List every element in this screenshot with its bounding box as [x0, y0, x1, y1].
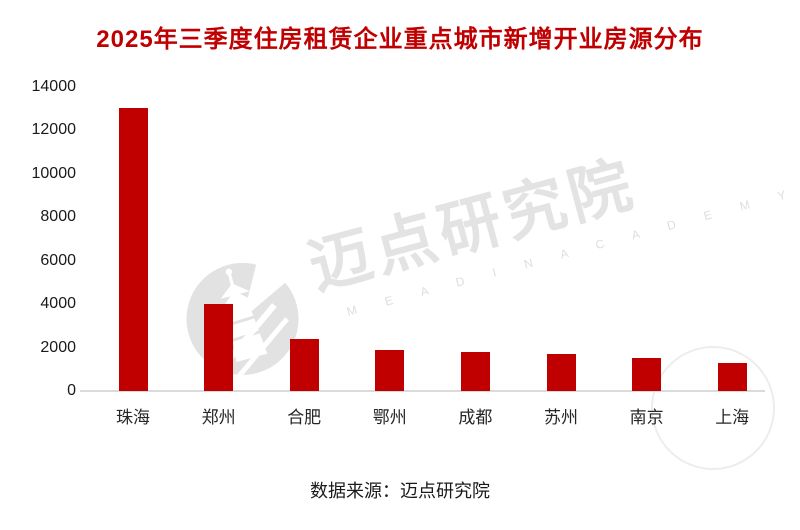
bar-鄂州 — [375, 349, 405, 391]
x-axis-label: 苏州 — [544, 408, 578, 427]
y-tick-label: 10000 — [31, 164, 77, 182]
bar-珠海 — [118, 108, 148, 391]
bar-郑州 — [204, 304, 234, 391]
y-tick-label: 14000 — [31, 77, 77, 95]
y-tick-label: 4000 — [40, 295, 76, 312]
x-axis-label: 成都 — [458, 408, 493, 427]
x-axis-label: 珠海 — [116, 408, 150, 427]
bar-苏州 — [546, 354, 576, 391]
x-axis-line — [80, 390, 765, 392]
x-axis-label: 合肥 — [287, 408, 322, 427]
bar-合肥 — [289, 338, 319, 391]
y-tick-label: 8000 — [40, 208, 76, 225]
x-axis-label: 鄂州 — [372, 408, 407, 427]
x-axis-label: 郑州 — [201, 408, 236, 427]
y-tick-label: 2000 — [40, 338, 76, 356]
bar-上海 — [717, 362, 747, 391]
bar-南京 — [632, 358, 662, 391]
y-tick-label: 6000 — [40, 251, 76, 269]
x-axis-label: 南京 — [629, 408, 664, 427]
chart-title: 2025年三季度住房租赁企业重点城市新增开业房源分布 — [96, 26, 704, 53]
y-tick-label: 0 — [67, 382, 76, 399]
y-tick-label: 12000 — [31, 121, 77, 138]
source-note: 数据来源：迈点研究院 — [310, 481, 490, 501]
bar-成都 — [460, 351, 490, 391]
x-axis-label: 上海 — [715, 408, 750, 427]
